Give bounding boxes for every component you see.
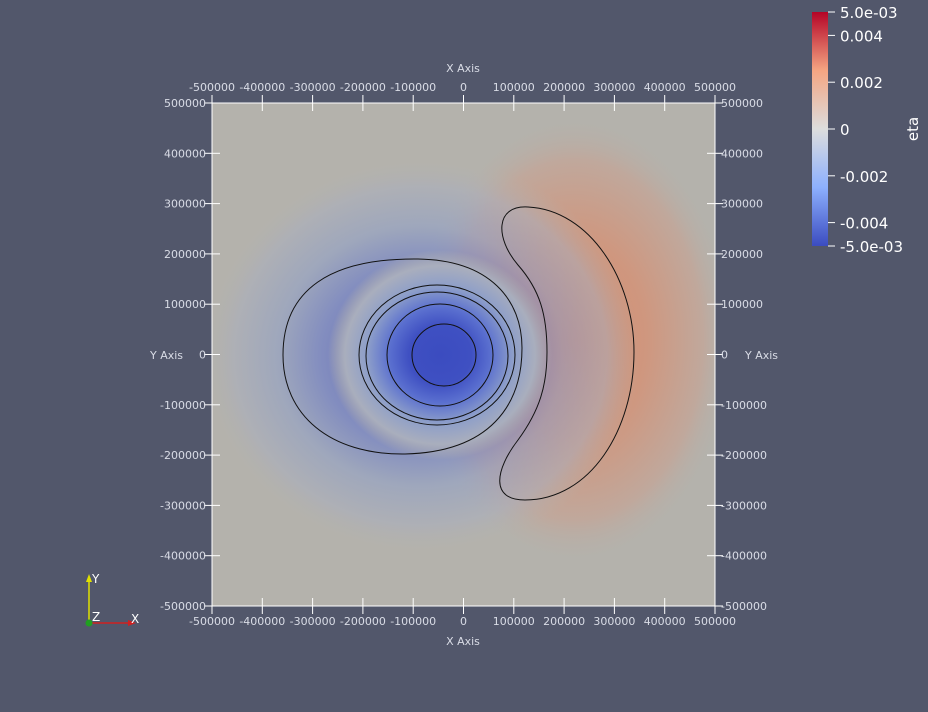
colorbar-label: -0.002 — [840, 168, 888, 186]
orientation-z-axis — [85, 619, 93, 627]
x-tick-label-bottom: -300000 — [290, 615, 336, 628]
y-tick-label-left: 100000 — [164, 298, 206, 311]
plot-area[interactable] — [200, 102, 735, 607]
y-tick-label-right: 500000 — [721, 97, 763, 110]
orientation-x-label: X — [131, 612, 139, 626]
y-tick-label-left: 500000 — [164, 97, 206, 110]
x-tick-label-top: 500000 — [694, 81, 736, 94]
x-tick-label-top: 300000 — [593, 81, 635, 94]
x-tick-label-top: -300000 — [290, 81, 336, 94]
y-tick-label-left: 0 — [199, 349, 206, 362]
x-tick-label-top: -400000 — [239, 81, 285, 94]
x-tick-label-bottom: 100000 — [493, 615, 535, 628]
x-tick-label-bottom: -500000 — [189, 615, 235, 628]
contour-lines — [282, 206, 635, 501]
y-tick-label-left: 400000 — [164, 147, 206, 160]
y-tick-label-left: -100000 — [160, 399, 206, 412]
y-tick-label-right: 200000 — [721, 248, 763, 261]
colorbar[interactable]: 5.0e-03 0.004 0.002 0 -0.002 -0.004 -5.0e-03 e… — [812, 4, 922, 256]
colorbar-title: eta — [904, 117, 922, 141]
x-tick-label-bottom: -100000 — [390, 615, 436, 628]
orientation-y-arrowhead — [86, 574, 92, 582]
orientation-x-arrowhead — [128, 620, 136, 626]
colorbar-label: 5.0e-03 — [840, 4, 898, 22]
y-tick-label-right: -100000 — [721, 399, 767, 412]
colorbar-gradient — [812, 12, 828, 246]
contour-negative-3 — [365, 291, 509, 421]
y-tick-label-right: 300000 — [721, 198, 763, 211]
orientation-z-label: Z — [92, 610, 100, 624]
y-axis-title-left: Y Axis — [149, 349, 183, 362]
colorbar-label: 0.002 — [840, 74, 883, 92]
x-tick-label-top: -100000 — [390, 81, 436, 94]
y-tick-label-left: -400000 — [160, 550, 206, 563]
y-tick-label-right: -300000 — [721, 499, 767, 512]
colorbar-ticks: 5.0e-03 0.004 0.002 0 -0.002 -0.004 -5.0e-03 — [828, 4, 903, 256]
y-tick-label-left: -300000 — [160, 499, 206, 512]
y-tick-label-left: -200000 — [160, 449, 206, 462]
orientation-axes: Y X Z — [85, 572, 139, 627]
x-axis-title-top: X Axis — [446, 62, 480, 75]
axes-grid: -500000 -500000 500000 500000 -400000 -400000… — [160, 81, 767, 628]
colorbar-label: -5.0e-03 — [840, 238, 903, 256]
colorbar-label: 0.004 — [840, 27, 883, 45]
y-tick-label-left: -500000 — [160, 600, 206, 613]
x-tick-label-top: 400000 — [644, 81, 686, 94]
x-tick-label-bottom: 200000 — [543, 615, 585, 628]
y-tick-label-left: 200000 — [164, 248, 206, 261]
x-tick-label-top: -200000 — [340, 81, 386, 94]
x-tick-label-bottom: 500000 — [694, 615, 736, 628]
y-tick-label-left: 300000 — [164, 198, 206, 211]
x-tick-label-bottom: 400000 — [644, 615, 686, 628]
x-tick-label-bottom: 300000 — [593, 615, 635, 628]
contour-negative-4 — [386, 303, 494, 407]
x-tick-label-bottom: -400000 — [239, 615, 285, 628]
orientation-y-label: Y — [91, 572, 100, 586]
x-axis-title-bottom: X Axis — [446, 635, 480, 648]
y-tick-label-right: -400000 — [721, 550, 767, 563]
colorbar-label: -0.004 — [840, 215, 888, 233]
y-tick-label-right: 400000 — [721, 147, 763, 160]
x-tick-label-top: 200000 — [543, 81, 585, 94]
y-tick-label-right: -200000 — [721, 449, 767, 462]
x-tick-label-top: -500000 — [189, 81, 235, 94]
contour-positive-crescent — [499, 206, 635, 501]
contour-negative-2 — [358, 284, 516, 426]
x-tick-label-bottom: 0 — [460, 615, 467, 628]
contour-negative-5 — [411, 323, 477, 387]
x-tick-label-top: 0 — [460, 81, 467, 94]
y-tick-label-right: -500000 — [721, 600, 767, 613]
y-tick-label-right: 0 — [721, 349, 728, 362]
contour-outer-negative — [282, 258, 523, 455]
x-tick-label-bottom: -200000 — [340, 615, 386, 628]
y-axis-title-right: Y Axis — [744, 349, 778, 362]
negative-anomaly-blob — [328, 250, 552, 460]
x-tick-label-top: 100000 — [493, 81, 535, 94]
y-tick-label-right: 100000 — [721, 298, 763, 311]
colorbar-label: 0 — [840, 121, 850, 139]
